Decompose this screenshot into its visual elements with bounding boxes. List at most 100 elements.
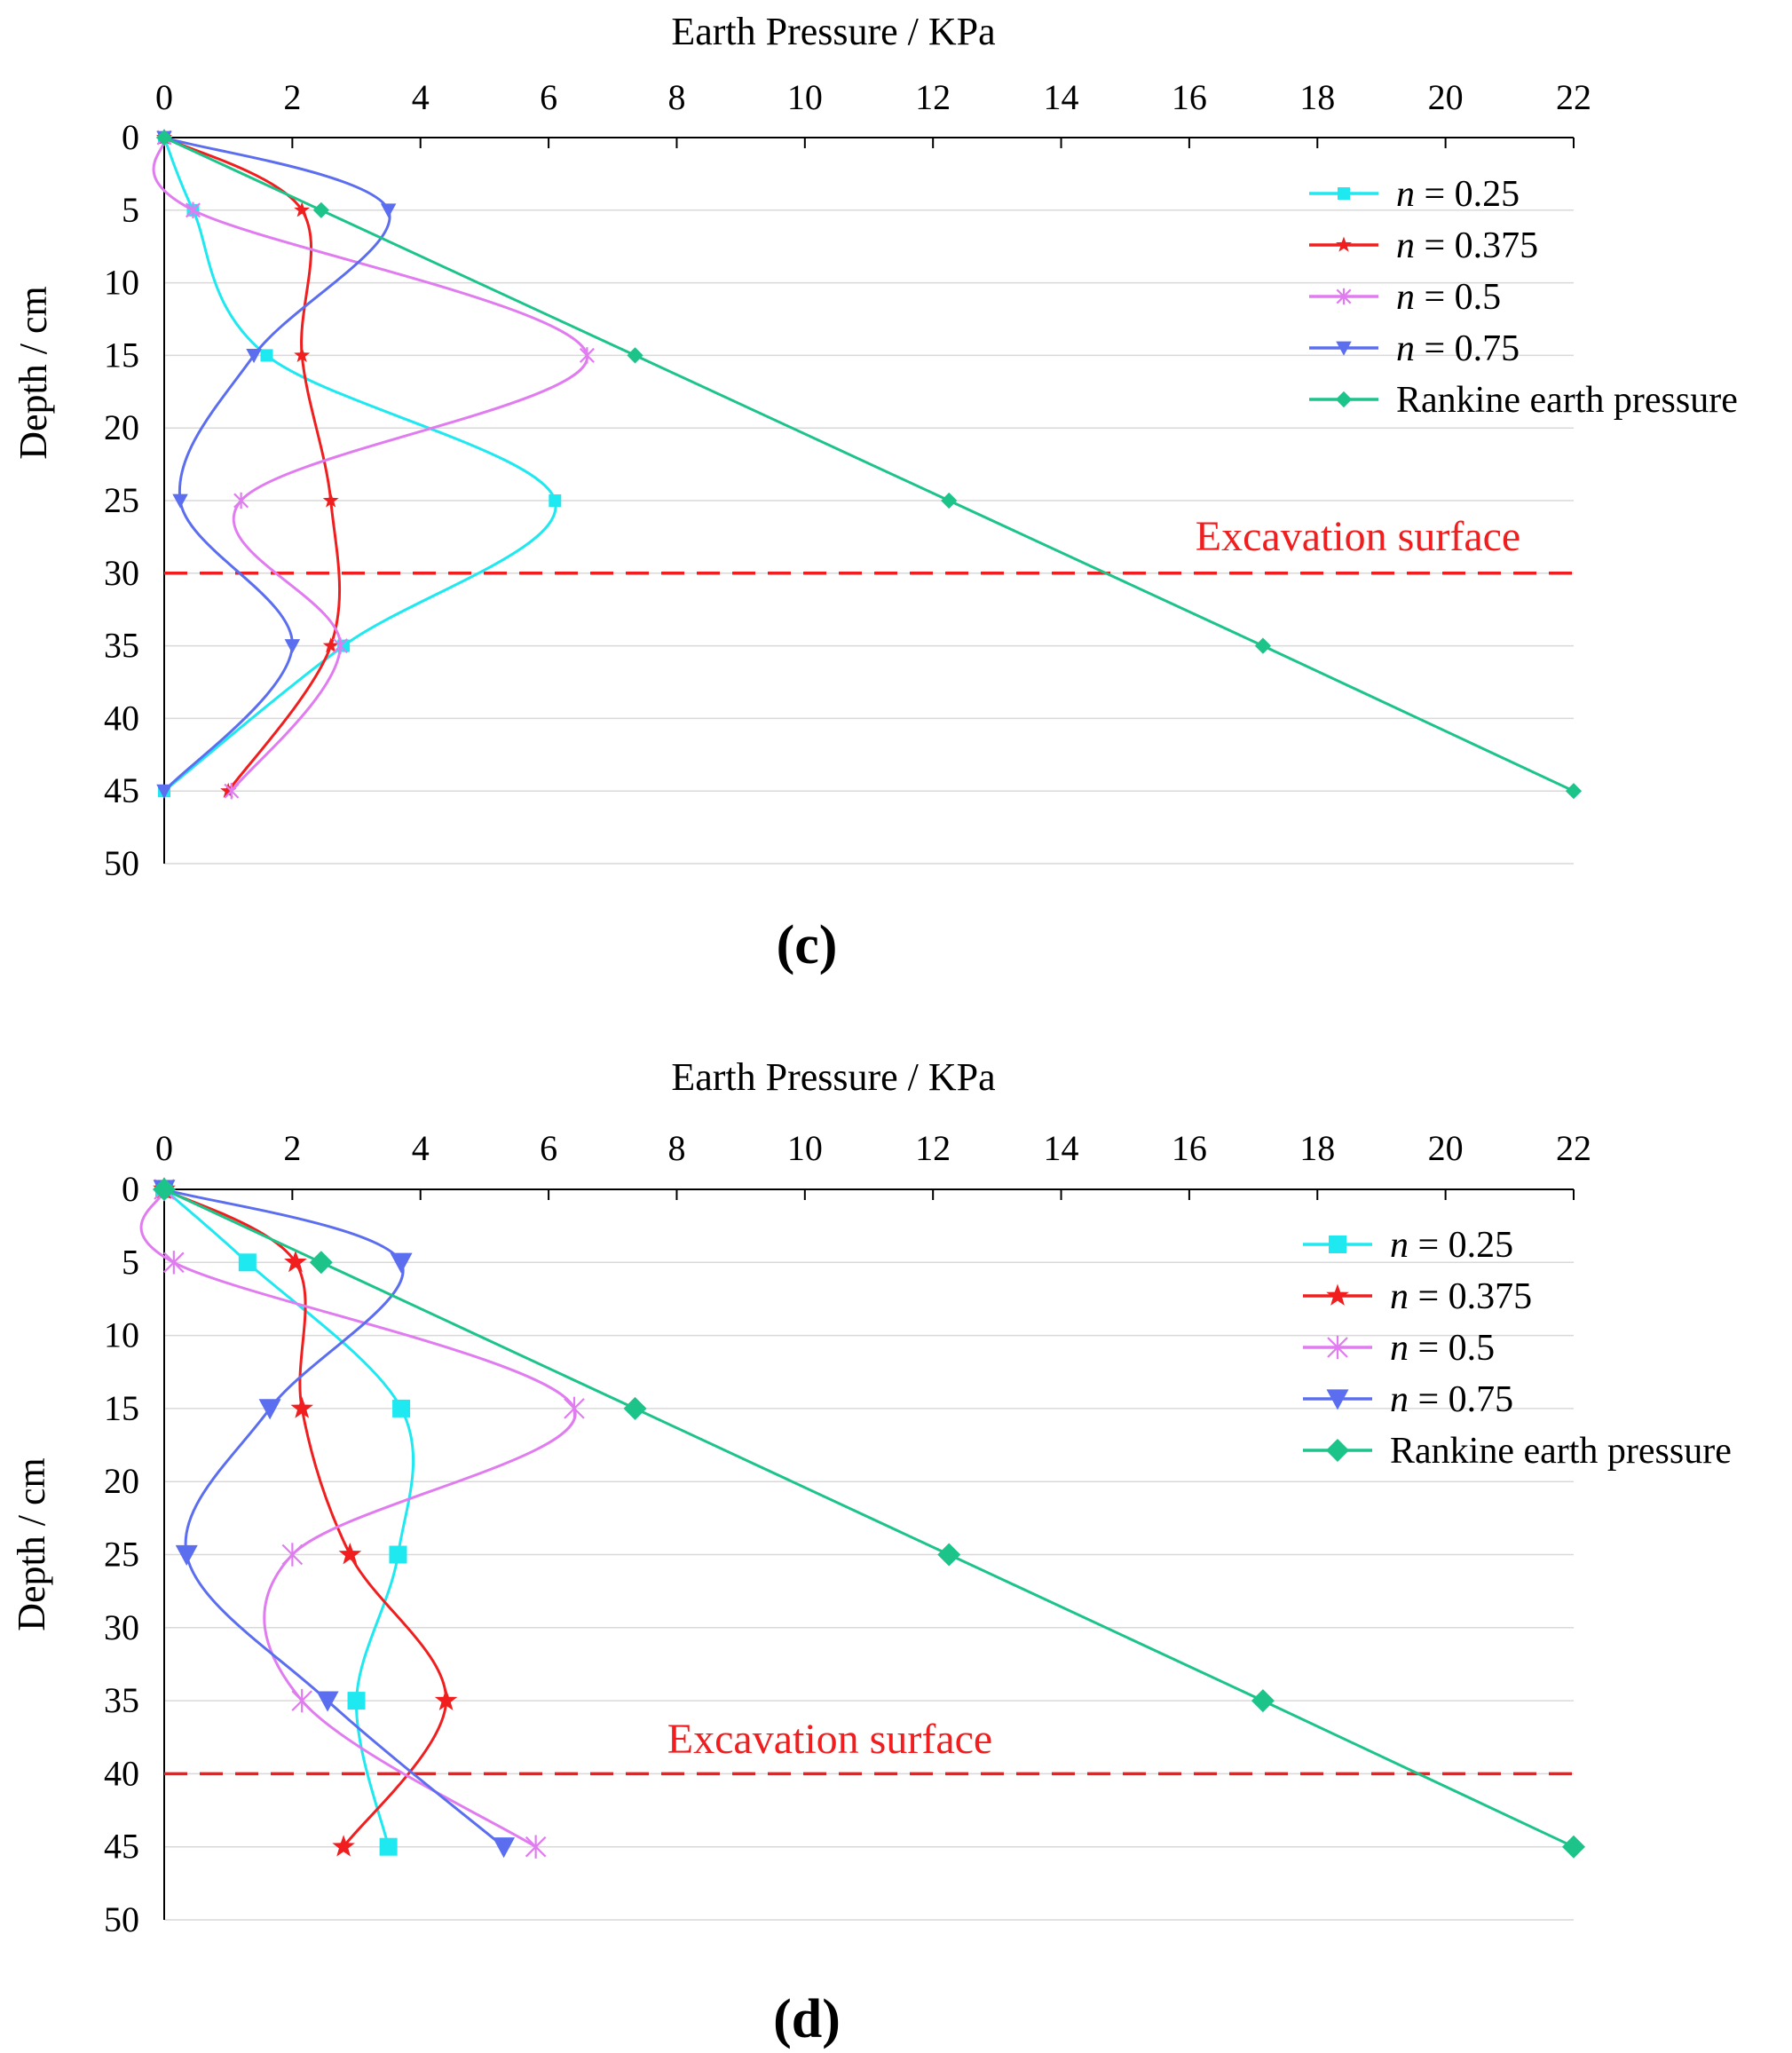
data-point bbox=[549, 494, 562, 507]
data-point bbox=[294, 201, 311, 217]
data-point bbox=[941, 492, 958, 509]
series-rankine-earth-pressure bbox=[153, 1178, 1585, 1859]
legend-swatch-marker bbox=[1336, 341, 1352, 356]
legend-value: = 0.25 bbox=[1415, 174, 1520, 215]
data-point bbox=[175, 1544, 198, 1566]
y-tick-label: 45 bbox=[104, 770, 139, 810]
legend-swatch-marker bbox=[1326, 1283, 1349, 1306]
legend-item: n = 0.5 bbox=[1303, 1328, 1495, 1369]
x-tick-label: 20 bbox=[1428, 77, 1464, 117]
x-tick-label: 14 bbox=[1044, 77, 1079, 117]
y-tick-label: 50 bbox=[104, 843, 139, 883]
x-tick-label: 8 bbox=[667, 1128, 685, 1168]
legend-item: n = 0.25 bbox=[1309, 174, 1520, 215]
data-point bbox=[312, 201, 329, 218]
data-point bbox=[434, 1688, 458, 1710]
legend-swatch-marker bbox=[1329, 1236, 1346, 1253]
legend-variable: n bbox=[1390, 1276, 1409, 1317]
legend-variable: n bbox=[1390, 1379, 1409, 1420]
x-tick-label: 4 bbox=[412, 77, 430, 117]
series-n-0-75 bbox=[153, 1180, 516, 1859]
data-point bbox=[627, 347, 643, 364]
x-tick-label: 2 bbox=[283, 1128, 301, 1168]
y-tick-label: 10 bbox=[104, 263, 139, 303]
legend-value: = 0.5 bbox=[1409, 1328, 1495, 1369]
x-tick-label: 8 bbox=[667, 77, 685, 117]
y-tick-label: 20 bbox=[104, 1461, 139, 1501]
series-n-0-25 bbox=[158, 131, 562, 798]
y-tick-label: 5 bbox=[122, 190, 139, 230]
data-point bbox=[937, 1543, 961, 1567]
legend-item: n = 0.25 bbox=[1303, 1225, 1513, 1266]
series-rankine-earth-pressure bbox=[155, 129, 1583, 800]
y-tick-label: 0 bbox=[122, 1169, 139, 1209]
legend-item: n = 0.375 bbox=[1303, 1276, 1532, 1317]
legend-label: n = 0.375 bbox=[1390, 1276, 1532, 1317]
legend-value: = 0.75 bbox=[1415, 328, 1520, 369]
data-point bbox=[316, 1691, 339, 1712]
series-n-0-375 bbox=[153, 1177, 458, 1857]
series-line bbox=[163, 1188, 1575, 1849]
legend-label: n = 0.5 bbox=[1396, 277, 1501, 318]
legend-value: = 0.375 bbox=[1415, 225, 1538, 266]
data-point bbox=[392, 1399, 411, 1417]
data-point bbox=[379, 1837, 398, 1856]
x-axis-title: Earth Pressure / KPa bbox=[671, 10, 995, 53]
data-point bbox=[246, 348, 262, 364]
legend-swatch-marker bbox=[1336, 288, 1352, 305]
y-tick-label: 40 bbox=[104, 698, 139, 738]
x-tick-label: 0 bbox=[155, 1128, 173, 1168]
x-tick-label: 12 bbox=[915, 77, 951, 117]
data-point bbox=[1251, 1689, 1275, 1713]
series-n-0-5 bbox=[152, 129, 595, 800]
data-point bbox=[163, 1251, 185, 1275]
data-point bbox=[390, 1252, 413, 1274]
legend-swatch-marker bbox=[1327, 1335, 1348, 1360]
x-tick-label: 20 bbox=[1428, 1128, 1464, 1168]
data-point bbox=[579, 347, 595, 364]
data-point bbox=[564, 1396, 585, 1421]
data-point bbox=[172, 494, 188, 509]
legend-label: n = 0.75 bbox=[1396, 328, 1520, 369]
y-tick-label: 15 bbox=[104, 335, 139, 375]
data-point bbox=[238, 1253, 257, 1272]
legend-label: n = 0.25 bbox=[1396, 174, 1520, 215]
data-point bbox=[493, 1837, 516, 1859]
legend-variable: n bbox=[1396, 328, 1415, 369]
legend-swatch-marker bbox=[1326, 1389, 1349, 1410]
data-point bbox=[332, 1835, 355, 1857]
legend-item: n = 0.75 bbox=[1309, 328, 1520, 369]
x-tick-label: 10 bbox=[787, 77, 823, 117]
excavation-surface-label: Excavation surface bbox=[1196, 513, 1520, 560]
legend-variable: n bbox=[1396, 277, 1415, 318]
y-tick-label: 35 bbox=[104, 1680, 139, 1720]
legend-item: Rankine earth pressure bbox=[1303, 1431, 1732, 1472]
y-tick-label: 30 bbox=[104, 553, 139, 593]
data-point bbox=[322, 637, 339, 653]
y-tick-label: 0 bbox=[122, 117, 139, 157]
y-tick-label: 25 bbox=[104, 480, 139, 520]
series-line bbox=[152, 137, 588, 793]
data-point bbox=[284, 1250, 307, 1273]
data-point bbox=[155, 129, 173, 146]
y-tick-label: 30 bbox=[104, 1607, 139, 1647]
legend-swatch-marker bbox=[1335, 391, 1353, 408]
y-tick-label: 20 bbox=[104, 407, 139, 447]
data-point bbox=[309, 1251, 333, 1275]
legend-value: Rankine earth pressure bbox=[1396, 380, 1738, 421]
data-point bbox=[380, 203, 397, 218]
y-axis-title: Depth / cm bbox=[10, 1457, 53, 1631]
legend-value: Rankine earth pressure bbox=[1390, 1431, 1732, 1472]
data-point bbox=[525, 1835, 547, 1859]
x-tick-label: 2 bbox=[283, 77, 301, 117]
legend-label: Rankine earth pressure bbox=[1396, 380, 1738, 421]
series-line bbox=[163, 1188, 448, 1848]
data-point bbox=[1562, 1835, 1585, 1859]
data-point bbox=[260, 349, 273, 362]
x-tick-label: 16 bbox=[1172, 77, 1207, 117]
series-n-0-25 bbox=[155, 1180, 415, 1856]
chart-panel-c: 0 2 4 6 8 10 12 14 16 18 20 22 0 5 10 15 20 25 30 35 40 45 50 E… bbox=[12, 10, 1738, 975]
